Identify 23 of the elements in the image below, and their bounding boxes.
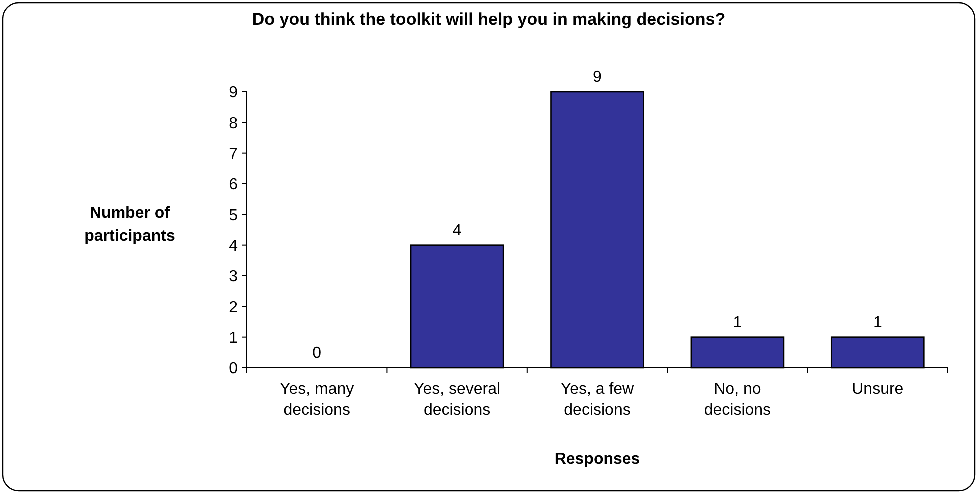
y-tick-label: 0 [229, 360, 238, 378]
x-tick-label: No, no decisions [704, 381, 772, 419]
x-tick-label: Unsure [852, 381, 904, 398]
data-label: 1 [873, 314, 882, 332]
y-tick-label: 2 [229, 299, 238, 316]
y-tick-label: 7 [229, 146, 238, 163]
y-tick-label: 8 [229, 115, 238, 132]
data-label: 1 [733, 314, 742, 332]
y-tick-label: 4 [229, 238, 238, 255]
y-tick-label: 6 [229, 176, 238, 194]
x-tick-label: Yes, a few decisions [560, 381, 635, 419]
y-tick-label: 5 [229, 207, 238, 224]
y-tick-label: 3 [229, 268, 238, 286]
data-label: 0 [312, 345, 322, 362]
chart-title: Do you think the toolkit will help you in making decisions? [252, 10, 726, 29]
x-tick-label: Yes, many decisions [280, 381, 354, 419]
y-axis-title: Number of participants [84, 205, 176, 245]
x-axis-title: Responses [554, 451, 640, 468]
x-tick-label: Yes, several decisions [414, 381, 501, 419]
y-tick-label: 9 [229, 84, 238, 102]
data-label: 4 [452, 222, 462, 240]
data-label: 9 [593, 69, 602, 86]
y-tick-label: 1 [229, 330, 238, 347]
